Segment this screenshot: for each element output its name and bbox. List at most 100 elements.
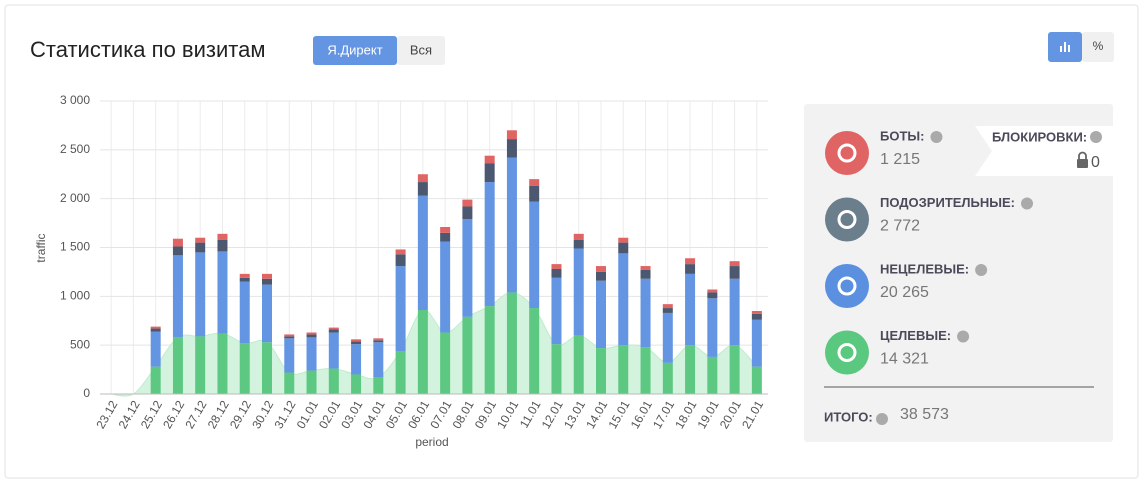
bar-segment <box>150 326 161 329</box>
bar-segment <box>195 252 206 337</box>
bar-segment <box>150 366 161 394</box>
view-percent[interactable] <box>1082 32 1114 62</box>
item-icon <box>825 330 869 375</box>
tab-direct[interactable] <box>313 36 397 65</box>
y-tick-label: 3 000 <box>60 93 90 107</box>
tab-all[interactable] <box>397 36 445 65</box>
bar-segment <box>172 238 183 247</box>
bar-segment <box>262 273 272 279</box>
help-icon[interactable] <box>876 413 888 425</box>
bar-segment <box>262 342 272 394</box>
bar-segment <box>395 351 406 394</box>
tab-label[interactable]: Я.Директ <box>327 42 382 57</box>
summary-panel <box>804 104 1113 442</box>
bar-segment <box>685 273 696 346</box>
bar-segment <box>328 329 339 333</box>
bar-segment <box>395 266 406 352</box>
bar-segment <box>328 368 339 394</box>
bar-segment <box>640 278 651 348</box>
help-icon <box>930 131 943 143</box>
bar-segment <box>729 345 740 394</box>
bar-segment <box>506 130 517 140</box>
total-value: 38 573 <box>900 406 949 423</box>
bar-segment <box>662 308 673 313</box>
bar-segment <box>150 328 161 332</box>
help-icon[interactable] <box>1090 131 1102 143</box>
x-axis-label: period <box>415 435 448 449</box>
bar-segment <box>707 289 718 293</box>
bar-segment <box>284 338 295 373</box>
item-icon <box>825 264 869 308</box>
bar-segment <box>573 335 584 394</box>
bar-segment <box>707 356 718 394</box>
bar-segment <box>685 345 696 394</box>
bar-segment <box>618 242 629 254</box>
bar-segment <box>484 182 495 307</box>
y-axis-label: traffic <box>34 233 48 262</box>
bar-segment <box>484 163 495 183</box>
y-tick-label: 2 500 <box>60 142 90 156</box>
bar-segment <box>751 319 762 367</box>
bar-segment <box>217 333 228 394</box>
bar-segment <box>217 233 228 240</box>
view-label[interactable]: % <box>1093 39 1104 53</box>
item-value: 1 215 <box>880 151 920 168</box>
bar-segment <box>462 219 473 317</box>
bar-segment <box>351 344 362 375</box>
bar-segment <box>395 249 406 255</box>
bar-segment <box>551 264 562 269</box>
tab-label[interactable]: Вся <box>410 42 432 57</box>
help-icon <box>957 330 970 343</box>
bars-icon <box>1060 42 1070 52</box>
y-tick-label: 1 500 <box>60 240 90 254</box>
bar-segment <box>529 201 540 309</box>
item-icon <box>825 197 869 242</box>
bar-segment <box>551 277 562 345</box>
icon-glyph <box>837 343 857 362</box>
bar-segment <box>239 343 250 394</box>
help-icon <box>975 264 988 276</box>
bar-segment <box>284 336 295 339</box>
bar-segment <box>217 239 228 252</box>
bar-segment <box>195 237 206 243</box>
bar-segment <box>573 239 584 249</box>
bar-segment <box>751 313 762 320</box>
icon-glyph <box>837 143 857 163</box>
bar-segment <box>729 261 740 267</box>
bar-segment <box>596 348 606 394</box>
bar-segment <box>707 292 718 299</box>
bar-segment <box>239 281 250 344</box>
bar-segment <box>529 308 540 394</box>
help-icon <box>1021 197 1034 210</box>
bar-segment <box>640 269 651 279</box>
bar-segment <box>662 312 673 363</box>
bar-segment <box>506 292 517 394</box>
bar-segment <box>618 345 629 394</box>
bar-segment <box>751 310 762 314</box>
bar-segment <box>440 232 451 242</box>
bar-segment <box>729 278 740 346</box>
total-label: ИТОГО: <box>824 409 873 424</box>
bar-segment <box>284 372 295 394</box>
bar-segment <box>150 331 161 367</box>
blocks-label: БЛОКИРОВКИ: <box>992 129 1087 144</box>
bar-segment <box>351 339 362 342</box>
bar-segment <box>729 266 740 279</box>
item-icon <box>825 131 869 175</box>
bar-segment <box>462 316 473 394</box>
bar-segment <box>172 337 183 394</box>
bar-segment <box>506 139 517 158</box>
bar-segment <box>239 273 250 278</box>
bar-segment <box>172 255 183 338</box>
icon-glyph <box>837 276 857 296</box>
bar-segment <box>306 332 317 335</box>
bar-segment <box>506 157 517 293</box>
bar-segment <box>417 174 428 183</box>
title: Статистика по визитам <box>30 37 265 62</box>
bar-segment <box>440 241 451 333</box>
bar-segment <box>484 306 495 394</box>
item-label: ПОДОЗРИТЕЛЬНЫЕ: <box>880 195 1015 210</box>
bar-segment <box>596 266 606 272</box>
bar-segment <box>462 206 473 220</box>
bar-segment <box>417 310 428 394</box>
